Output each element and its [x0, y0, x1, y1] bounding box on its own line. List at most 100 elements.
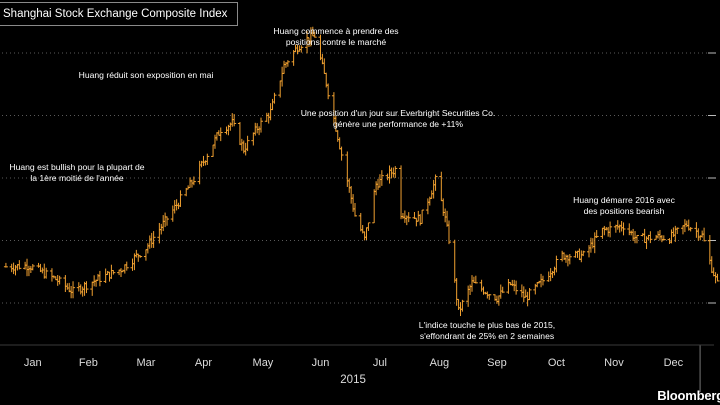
ohlc-bar: [124, 261, 129, 271]
ohlc-bar: [55, 275, 60, 286]
ohlc-bar: [299, 45, 304, 53]
ohlc-bar: [657, 229, 662, 241]
ohlc-bar: [312, 31, 317, 38]
ohlc-bar: [627, 223, 632, 236]
ohlc-bar: [23, 261, 28, 270]
ohlc-bar: [711, 267, 716, 277]
annotation-text: la 1ère moitié de l'année: [30, 173, 124, 183]
ohlc-bar: [178, 190, 183, 207]
ohlc-series: [3, 26, 720, 317]
ohlc-bar: [26, 265, 31, 277]
ohlc-bar: [257, 126, 262, 136]
ohlc-bar: [602, 225, 607, 236]
ohlc-bar: [138, 255, 143, 258]
ohlc-bar: [3, 262, 8, 268]
x-tick-label: Mar: [136, 357, 155, 369]
ohlc-bar: [197, 160, 202, 185]
ohlc-bar: [259, 117, 264, 133]
ohlc-bar: [362, 231, 367, 241]
ohlc-bar: [519, 284, 524, 298]
x-tick-label: Oct: [548, 357, 565, 369]
ohlc-bar: [71, 281, 76, 299]
ohlc-bar: [188, 177, 193, 189]
ohlc-bar: [554, 255, 559, 273]
ohlc-bar: [253, 122, 258, 136]
ohlc-bar: [379, 170, 384, 186]
ohlc-bar: [157, 222, 162, 244]
ohlc-bar: [565, 254, 570, 267]
ohlc-bar: [358, 212, 363, 232]
ohlc-bar: [579, 250, 584, 263]
ohlc-bar: [425, 198, 430, 215]
ohlc-bar: [400, 213, 405, 219]
ohlc-bar: [527, 288, 532, 301]
ohlc-bar: [145, 243, 150, 254]
ohlc-bar: [134, 249, 139, 258]
ohlc-bar: [326, 83, 331, 100]
ohlc-bar: [393, 166, 398, 178]
ohlc-bar: [429, 190, 434, 199]
ohlc-bar: [713, 272, 718, 284]
ohlc-bar: [439, 171, 444, 202]
ohlc-bar: [320, 54, 325, 65]
ohlc-bar: [103, 268, 108, 284]
ohlc-bar: [57, 275, 62, 285]
ohlc-bar: [414, 217, 419, 227]
ohlc-bar: [255, 123, 260, 134]
ohlc-bar: [391, 167, 396, 178]
ohlc-bar: [709, 256, 714, 274]
ohlc-bar: [498, 284, 503, 299]
x-tick-label: Feb: [79, 357, 98, 369]
ohlc-bar: [172, 200, 177, 214]
ohlc-bar: [471, 276, 476, 284]
ohlc-bar: [563, 254, 568, 263]
ohlc-bar: [170, 205, 175, 222]
ohlc-bar: [473, 275, 478, 284]
ohlc-bar: [349, 186, 354, 204]
x-tick-label: Nov: [604, 357, 624, 369]
ohlc-bar: [105, 271, 110, 276]
annotation-text: s'effondrant de 25% en 2 semaines: [420, 331, 554, 341]
ohlc-bar: [161, 215, 166, 232]
ohlc-bar: [702, 227, 707, 242]
ohlc-bar: [661, 235, 666, 241]
ohlc-bar: [278, 80, 283, 98]
ohlc-bar: [667, 238, 672, 245]
ohlc-bar: [111, 270, 116, 275]
ohlc-bar: [406, 212, 411, 223]
ohlc-bar: [560, 250, 565, 262]
annotation-text: Huang est bullish pour la plupart de: [9, 162, 144, 172]
ohlc-bar: [237, 122, 242, 146]
ohlc-bar: [78, 284, 83, 295]
ohlc-bar: [680, 225, 685, 235]
x-axis: JanFebMarAprMayJunJulAugSepOctNovDecJan2…: [24, 357, 684, 386]
ohlc-bar: [567, 253, 572, 265]
ohlc-bar: [456, 298, 461, 310]
ohlc-bar: [345, 151, 350, 187]
legend-box: Shanghai Stock Exchange Composite Index: [0, 2, 239, 26]
ohlc-bar: [452, 239, 457, 283]
ohlc-bar: [416, 210, 421, 222]
ohlc-bar: [479, 279, 484, 292]
ohlc-bar: [540, 275, 545, 286]
ohlc-bar: [264, 112, 269, 122]
ohlc-bar: [107, 271, 112, 282]
ohlc-bar: [337, 137, 342, 150]
ohlc-bar: [232, 114, 237, 127]
ohlc-bar: [431, 179, 436, 199]
ohlc-bar: [245, 135, 250, 152]
ohlc-bar: [366, 222, 371, 231]
chart-grid: [0, 52, 716, 392]
annotation-text: Une position d'un jour sur Everbright Se…: [301, 108, 496, 118]
ohlc-bar: [631, 228, 636, 242]
ohlc-bar: [44, 267, 49, 279]
ohlc-bar: [119, 268, 123, 278]
ohlc-bar: [95, 273, 100, 281]
ohlc-bar: [97, 270, 102, 287]
annotation-text: positions contre le marché: [286, 37, 387, 47]
year-label: 2015: [340, 374, 366, 386]
ohlc-bar: [214, 132, 219, 141]
ohlc-bar: [11, 262, 16, 275]
ohlc-bar: [9, 263, 14, 273]
